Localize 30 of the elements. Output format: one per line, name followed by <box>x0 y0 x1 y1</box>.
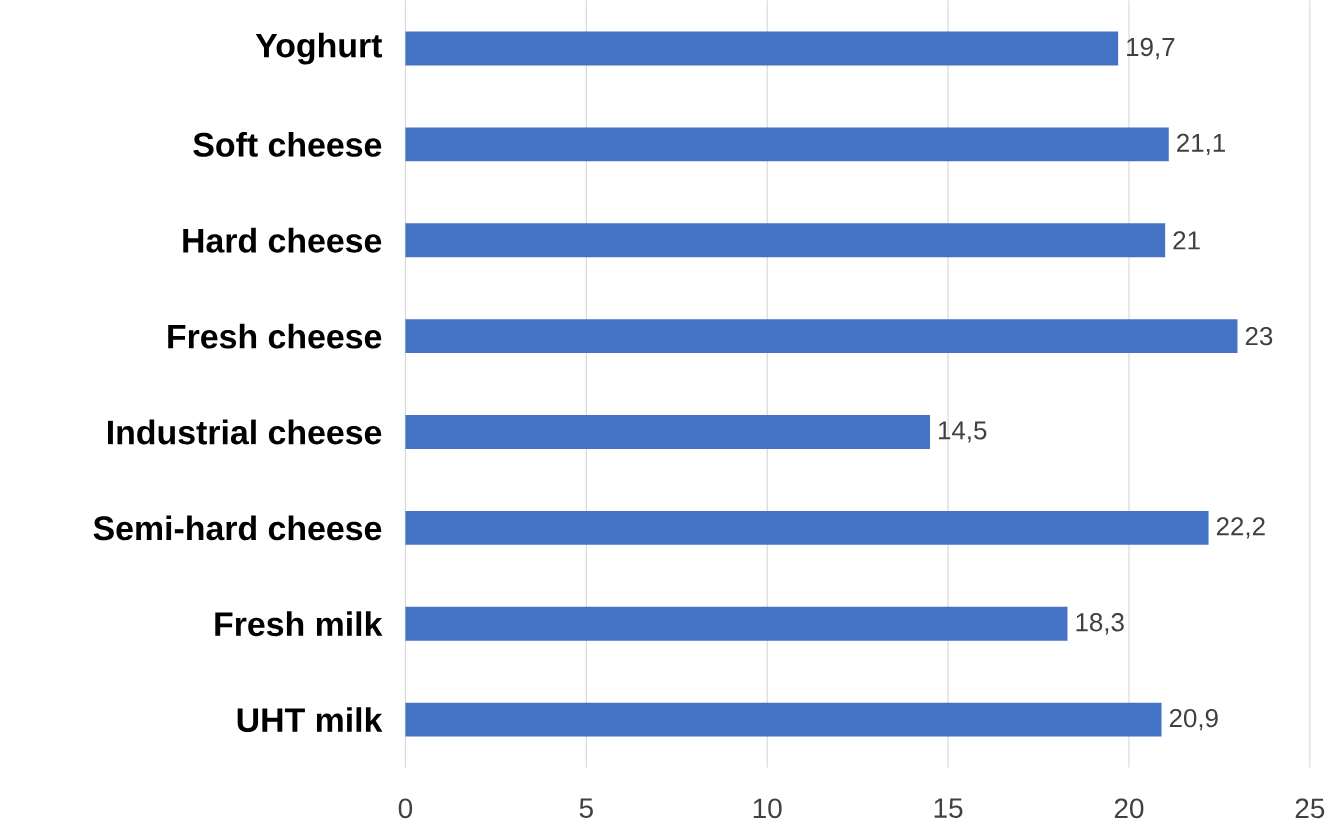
bar <box>405 319 1238 353</box>
data-label: 14,5 <box>938 421 987 443</box>
x-tick-label: 10 <box>753 798 782 819</box>
y-tick-label: Semi-hard cheese <box>93 515 382 541</box>
bar <box>405 606 1068 641</box>
data-label: 23 <box>1245 326 1273 346</box>
x-tick-label: 20 <box>1114 798 1144 819</box>
bar <box>405 702 1162 737</box>
bar <box>405 127 1169 162</box>
x-tick-label: 0 <box>398 798 413 819</box>
y-tick-label: Industrial cheese <box>108 419 382 445</box>
data-label: 20,9 <box>1169 708 1218 731</box>
x-tick-label: 15 <box>934 798 963 818</box>
bar <box>405 414 930 449</box>
bar <box>405 31 1119 66</box>
x-tick-label: 5 <box>579 798 593 818</box>
data-label: 21,1 <box>1177 133 1225 155</box>
bar <box>405 223 1166 258</box>
data-label: 22,2 <box>1216 517 1265 539</box>
y-tick-label: Fresh cheese <box>168 323 382 349</box>
y-tick-label: Hard cheese <box>183 227 382 253</box>
data-label: 21 <box>1173 231 1200 250</box>
data-label: 19,7 <box>1127 37 1175 60</box>
y-tick-label: Fresh milk <box>215 611 383 637</box>
bar <box>405 510 1209 545</box>
data-label: 18,3 <box>1076 612 1124 635</box>
x-tick-label: 25 <box>1295 798 1325 819</box>
y-tick-label: Soft cheese <box>193 131 382 157</box>
y-tick-label: Yoghurt <box>255 32 383 65</box>
y-tick-label: UHT milk <box>237 707 383 732</box>
